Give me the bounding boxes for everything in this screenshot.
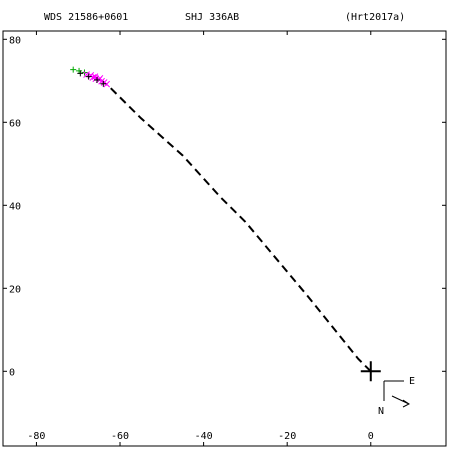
x-tick-label: 0 — [368, 431, 374, 442]
header-discoverer: SHJ 336AB — [185, 12, 239, 23]
x-tick-label: -20 — [278, 431, 296, 442]
header-wds-id: WDS 21586+0601 — [44, 12, 128, 23]
observation-point-s2-3 — [100, 80, 107, 87]
y-tick-label: 20 — [9, 284, 21, 295]
observation-point-s2-0 — [77, 70, 84, 77]
x-tick-label: -40 — [195, 431, 213, 442]
east-label: E — [409, 376, 415, 387]
observation-marks — [70, 66, 110, 88]
plot-frame — [2, 30, 447, 447]
orbit-path — [106, 84, 372, 373]
axis-ticks — [3, 31, 446, 446]
observation-point-s1-7 — [103, 80, 110, 88]
x-tick-label: -60 — [111, 431, 129, 442]
observation-point-s2-1 — [85, 73, 92, 80]
observation-point-s0-0 — [70, 66, 77, 73]
y-tick-label: 60 — [9, 118, 21, 129]
north-label: N — [378, 406, 384, 417]
primary-star-plus-icon — [360, 361, 381, 382]
observation-point-s2-2 — [94, 76, 101, 83]
primary-star-marker — [360, 361, 381, 382]
x-tick-label: -80 — [27, 431, 45, 442]
motion-direction-arrow-icon — [391, 395, 410, 408]
header-reference: (Hrt2017a) — [345, 12, 405, 23]
y-tick-label: 0 — [9, 367, 15, 378]
orientation-indicator: E N — [378, 376, 415, 417]
y-tick-label: 80 — [9, 35, 21, 46]
axis-tick-labels: -80 -60 -40 -20 0 0 20 40 60 80 — [9, 35, 374, 442]
y-tick-label: 40 — [9, 201, 21, 212]
